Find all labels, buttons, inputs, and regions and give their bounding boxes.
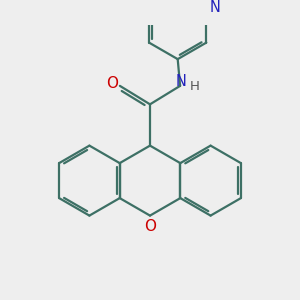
Text: O: O — [144, 219, 156, 234]
Text: N: N — [176, 74, 187, 88]
Text: H: H — [190, 80, 200, 93]
Text: O: O — [106, 76, 119, 92]
Text: N: N — [209, 0, 220, 15]
